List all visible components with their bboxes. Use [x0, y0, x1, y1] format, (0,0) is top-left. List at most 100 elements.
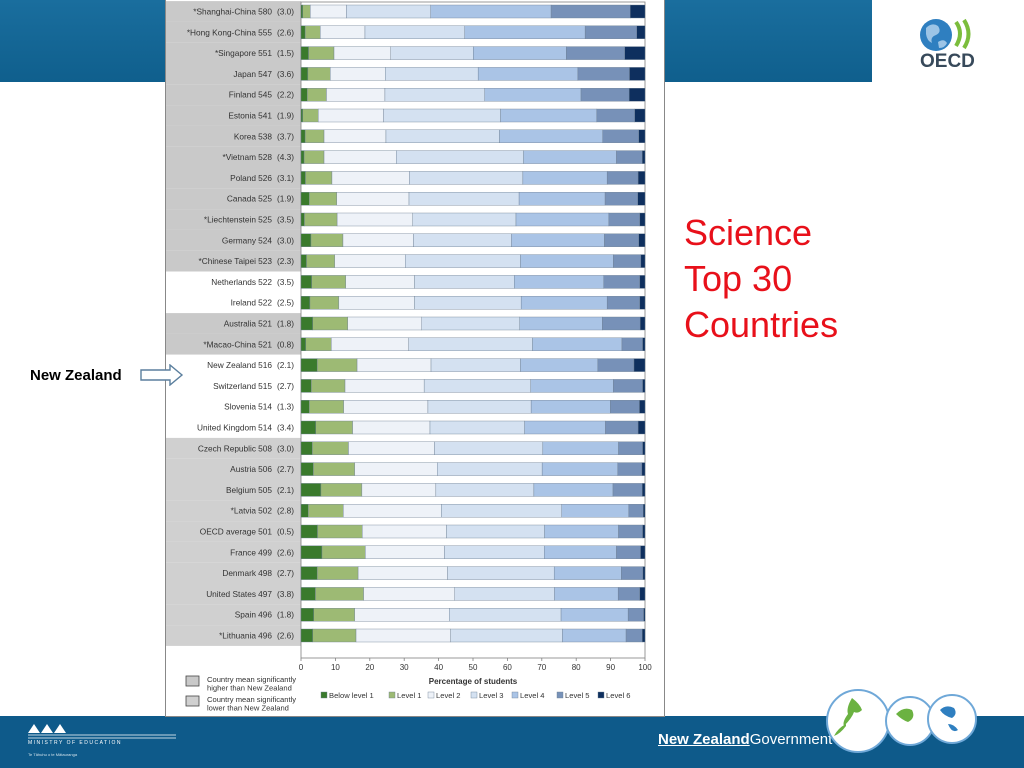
row-label-background	[166, 375, 301, 397]
bar-segment	[412, 212, 517, 227]
bar-segment	[343, 504, 442, 518]
nz-globe-icon	[826, 689, 890, 753]
bar-segment	[300, 254, 307, 268]
bar-segment	[300, 67, 309, 81]
shading-legend-label: higher than New Zealand	[207, 684, 292, 693]
bar-segment	[430, 4, 552, 19]
bar-segment	[636, 25, 646, 39]
row-score-label: 516	[258, 360, 272, 370]
x-tick-label: 40	[434, 663, 443, 672]
row-se-label: (2.7)	[277, 381, 294, 391]
row-label-background	[166, 541, 301, 563]
row-label-background	[166, 333, 301, 355]
bar-segment	[409, 171, 524, 185]
row-label-background	[166, 42, 301, 64]
bar-segment	[477, 67, 579, 81]
bar-segment	[618, 441, 643, 455]
bar-segment	[304, 129, 325, 144]
bar-segment	[330, 67, 386, 81]
bar-segment	[514, 275, 604, 289]
bar-segment	[312, 441, 349, 455]
row-country-label: United Kingdom	[197, 423, 256, 433]
bar-segment	[473, 46, 567, 60]
row-se-label: (0.5)	[277, 527, 294, 537]
bar-segment	[633, 358, 646, 372]
bar-segment	[300, 524, 318, 539]
bar-segment	[355, 628, 451, 643]
row-score-label: 497	[258, 589, 272, 599]
bar-segment	[331, 337, 409, 351]
bar-segment	[530, 379, 614, 393]
bar-segment	[336, 191, 410, 206]
bar-segment	[606, 171, 639, 185]
bar-segment	[313, 608, 355, 622]
row-score-label: 515	[258, 381, 272, 391]
bar-segment	[621, 337, 643, 351]
row-se-label: (2.3)	[277, 256, 294, 266]
bar-segment	[354, 462, 438, 476]
bar-segment	[308, 46, 335, 60]
row-score-label: 505	[258, 485, 272, 495]
bar-segment	[640, 545, 646, 559]
row-score-label: 541	[258, 111, 272, 121]
bar-segment	[300, 608, 314, 622]
bar-segment	[311, 275, 346, 289]
bar-segment	[643, 608, 646, 622]
bar-segment	[642, 566, 646, 580]
bar-segment	[305, 171, 333, 185]
row-country-label: *Macao-China	[203, 339, 256, 349]
bar-segment	[634, 108, 646, 123]
bar-segment	[566, 46, 625, 60]
bar-segment	[363, 587, 455, 601]
bar-segment	[309, 400, 344, 414]
row-country-label: Korea	[234, 131, 257, 141]
bar-segment	[354, 608, 450, 622]
bar-segment	[608, 212, 641, 227]
row-country-label: Poland	[230, 173, 256, 183]
bar-segment	[300, 46, 309, 60]
row-country-label: Japan	[233, 69, 256, 79]
row-country-label: Estonia	[228, 111, 256, 121]
callout-arrow-icon	[140, 364, 184, 386]
bar-segment	[429, 420, 525, 435]
bar-segment	[430, 358, 521, 372]
bar-segment	[383, 108, 501, 123]
row-score-label: 496	[258, 631, 272, 641]
bar-segment	[300, 545, 323, 559]
bar-segment	[384, 87, 485, 102]
row-country-label: Canada	[227, 194, 256, 204]
oecd-globe-icon	[920, 18, 971, 51]
row-se-label: (3.1)	[277, 173, 294, 183]
legend-swatch	[511, 691, 519, 699]
bar-segment	[320, 483, 363, 497]
bar-segment	[544, 524, 619, 539]
row-score-label: 498	[258, 568, 272, 578]
bar-segment	[300, 191, 310, 206]
row-score-label: 506	[258, 464, 272, 474]
bar-segment	[511, 233, 605, 248]
bar-segment	[300, 587, 316, 601]
bar-segment	[309, 296, 340, 310]
bar-segment	[408, 191, 520, 206]
ministry-name: MINISTRY OF EDUCATION	[28, 740, 123, 746]
bar-segment	[447, 566, 555, 580]
row-label-background	[166, 562, 301, 584]
row-se-label: (3.0)	[277, 443, 294, 453]
row-label-background	[166, 229, 301, 251]
row-country-label: Austria	[230, 464, 256, 474]
new-zealand-callout-label: New Zealand	[30, 367, 122, 384]
row-country-label: *Vietnam	[222, 152, 256, 162]
bar-segment	[577, 67, 630, 81]
row-label-background	[166, 84, 301, 106]
row-se-label: (1.8)	[277, 610, 294, 620]
bar-segment	[617, 462, 643, 476]
bar-segment	[639, 316, 646, 331]
row-label-background	[166, 396, 301, 418]
globe-icons	[826, 689, 977, 753]
row-se-label: (3.0)	[277, 235, 294, 245]
row-score-label: 524	[258, 235, 272, 245]
row-country-label: *Chinese Taipei	[198, 256, 256, 266]
row-country-label: Czech Republic	[198, 443, 256, 453]
row-label-background	[166, 146, 301, 168]
row-label-background	[166, 604, 301, 626]
